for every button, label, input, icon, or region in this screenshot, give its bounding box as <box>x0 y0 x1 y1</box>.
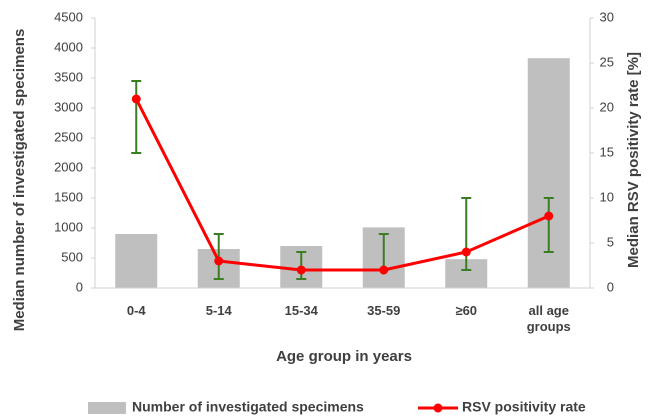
y2-tick-label: 30 <box>600 9 614 24</box>
point <box>296 265 306 275</box>
bar <box>115 234 158 288</box>
y2-axis-title: Median RSV positivity rate [%] <box>625 52 642 268</box>
y-tick-label: 1500 <box>54 189 83 204</box>
y-tick-label: 4500 <box>54 9 83 24</box>
legend-swatch <box>88 402 126 414</box>
point <box>461 247 471 257</box>
y-tick-label: 500 <box>61 249 83 264</box>
legend-swatch <box>433 403 443 413</box>
error-bar <box>543 197 554 253</box>
point <box>214 256 224 266</box>
y-axis-title: Median number of investigated specimens <box>11 29 28 332</box>
y2-tick-label: 10 <box>600 189 614 204</box>
error-bar <box>131 80 142 154</box>
y-tick-label: 2000 <box>54 159 83 174</box>
point <box>379 265 389 275</box>
x-tick-label: 5-14 <box>205 303 232 318</box>
error-bar <box>461 197 472 271</box>
y-tick-label: 3000 <box>54 99 83 114</box>
point <box>544 211 554 221</box>
bar <box>527 58 570 289</box>
y2-tick-label: 15 <box>600 144 614 159</box>
legend-label: Number of investigated specimens <box>132 399 364 415</box>
y2-tick-label: 25 <box>600 54 614 69</box>
y-tick-label: 2500 <box>54 129 83 144</box>
y2-tick-label: 5 <box>607 234 614 249</box>
y-tick-label: 3500 <box>54 69 83 84</box>
x-tick-label: 35-59 <box>367 303 401 318</box>
x-tick-label: ≥60 <box>455 303 478 318</box>
x-axis-title: Age group in years <box>276 348 412 365</box>
y-tick-label: 0 <box>76 279 83 294</box>
y-tick-label: 4000 <box>54 39 83 54</box>
y-tick-label: 1000 <box>54 219 83 234</box>
y2-tick-label: 20 <box>600 99 614 114</box>
y2-tick-label: 0 <box>607 279 614 294</box>
x-tick-label: 0-4 <box>126 303 146 318</box>
point <box>131 94 141 104</box>
x-tick-label: 15-34 <box>284 303 318 318</box>
legend-label: RSV positivity rate <box>462 399 586 415</box>
x-tick-label: all age groups <box>526 303 571 334</box>
line <box>134 98 550 272</box>
